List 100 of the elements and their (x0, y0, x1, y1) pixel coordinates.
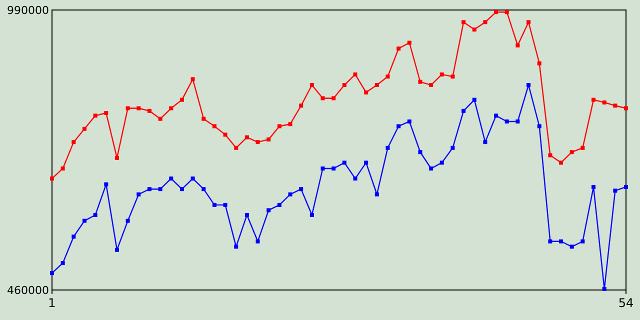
point (202, 116, 206, 121)
point (462, 20, 466, 24)
point (310, 212, 314, 217)
point (526, 83, 531, 88)
point (212, 124, 216, 128)
point (580, 146, 585, 150)
point (93, 114, 98, 118)
point (526, 20, 531, 24)
point (602, 100, 606, 104)
point (450, 146, 455, 150)
point (516, 43, 520, 48)
point (374, 192, 379, 196)
point (592, 98, 596, 102)
point (353, 176, 358, 181)
point (440, 160, 444, 165)
point (50, 176, 54, 181)
point (147, 108, 152, 113)
point (516, 119, 520, 124)
point (72, 234, 76, 239)
point (472, 98, 476, 102)
point (450, 74, 455, 79)
point (256, 239, 260, 244)
point (440, 72, 444, 76)
point (504, 10, 509, 14)
point (256, 140, 260, 144)
point (223, 202, 228, 207)
point (180, 98, 184, 102)
point (82, 218, 86, 223)
point (234, 244, 238, 249)
point (386, 74, 390, 79)
point (418, 150, 422, 154)
point (114, 248, 119, 252)
point (60, 261, 65, 266)
point (202, 187, 206, 192)
point (504, 119, 509, 124)
point (613, 188, 618, 193)
y-tick-label: 990000 (7, 4, 49, 17)
point (602, 286, 606, 291)
point (310, 83, 314, 88)
point (190, 176, 195, 181)
point (386, 146, 390, 150)
point (277, 124, 282, 128)
point (537, 61, 542, 66)
point (407, 40, 412, 45)
point (342, 83, 346, 88)
point (82, 126, 86, 131)
point (548, 153, 552, 158)
point (407, 119, 412, 124)
point (266, 208, 271, 212)
point (548, 239, 552, 244)
point (180, 187, 184, 192)
point (332, 96, 336, 100)
point (320, 96, 325, 100)
point (559, 239, 564, 244)
point (114, 156, 119, 160)
point (320, 166, 325, 170)
point (429, 166, 434, 170)
point (624, 106, 628, 110)
point (537, 124, 542, 128)
point (364, 160, 368, 165)
point (136, 106, 141, 110)
point (190, 77, 195, 82)
point (244, 135, 249, 140)
x-tick-label: 1 (48, 296, 56, 310)
point (299, 187, 304, 192)
point (158, 187, 162, 192)
point (418, 80, 422, 84)
point (570, 150, 574, 154)
point (462, 108, 466, 113)
point (332, 166, 336, 170)
point (50, 271, 54, 276)
point (483, 140, 488, 144)
point (472, 28, 476, 32)
point (396, 46, 401, 51)
point (592, 184, 596, 189)
x-tick-label: 54 (618, 296, 634, 310)
point (374, 83, 379, 88)
point (212, 202, 216, 207)
point (494, 114, 498, 118)
point (277, 202, 282, 207)
point (60, 166, 65, 170)
point (169, 106, 174, 110)
point (570, 244, 574, 249)
point (126, 218, 130, 223)
point (169, 176, 174, 181)
point (580, 239, 585, 244)
point (288, 192, 292, 196)
point (494, 10, 498, 14)
point (266, 137, 271, 142)
point (147, 187, 152, 192)
y-tick-label: 460000 (7, 284, 49, 297)
point (104, 111, 108, 116)
point (364, 90, 368, 94)
point (483, 20, 488, 24)
point (342, 160, 346, 165)
point (353, 72, 358, 76)
point (288, 122, 292, 126)
point (244, 212, 249, 217)
point (93, 212, 98, 217)
point (624, 184, 628, 189)
